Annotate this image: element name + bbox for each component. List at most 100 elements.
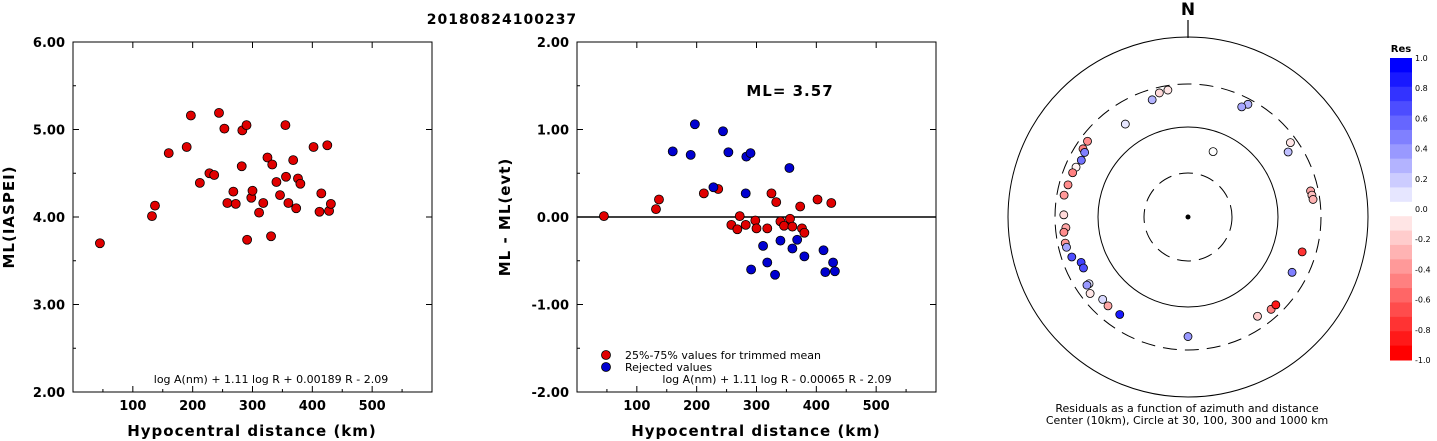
data-point <box>758 240 768 251</box>
colorbar-tick-label: 0.0 <box>1415 205 1428 214</box>
colorbar-tick-label: -0.8 <box>1415 326 1431 335</box>
data-points <box>95 107 336 249</box>
y-tick-label: 0.00 <box>537 211 569 226</box>
colorbar-tick-label: 0.8 <box>1415 84 1428 93</box>
station-marker <box>1115 310 1125 319</box>
station-marker <box>1076 155 1086 165</box>
colorbar-cell <box>1390 230 1412 246</box>
data-point <box>325 198 336 209</box>
x-tick-label: 200 <box>179 399 206 414</box>
y-axis-label: ML - ML(evt) <box>496 158 514 276</box>
x-tick-label: 400 <box>299 399 326 414</box>
station-marker <box>1083 136 1092 146</box>
data-point <box>723 147 734 158</box>
data-point <box>812 194 823 205</box>
data-point <box>150 200 160 211</box>
data-point <box>242 234 253 245</box>
data-point <box>685 149 696 160</box>
data-point <box>698 188 709 199</box>
ml-vs-distance-chart: 100 200 300 400 500 2.00 3.00 4.00 5.00 6.00 log … <box>0 36 433 440</box>
station-marker <box>1183 332 1193 341</box>
legend-label-trimmed: 25%-75% values for trimmed mean <box>625 349 821 362</box>
data-point <box>228 186 239 197</box>
station-marker <box>1067 252 1077 262</box>
station-marker <box>1059 210 1069 220</box>
data-point <box>95 238 105 249</box>
ring-30km <box>1143 172 1233 262</box>
colorbar-cell <box>1390 201 1412 217</box>
data-point <box>770 269 780 280</box>
colorbar-tick-label: 0.6 <box>1415 114 1428 123</box>
data-point <box>280 120 291 131</box>
epicenter-dot <box>1185 214 1191 220</box>
data-point <box>230 198 241 209</box>
legend-marker-trimmed <box>601 350 611 360</box>
station-marker <box>1286 138 1295 147</box>
legend: 25%-75% values for trimmed mean Rejected… <box>601 349 821 374</box>
legend-label-rejected: Rejected values <box>625 361 712 374</box>
data-point <box>314 206 325 217</box>
station-marker <box>1287 267 1297 277</box>
data-point <box>291 203 302 214</box>
ring-1000km <box>1007 36 1369 398</box>
x-and-y-ticks: 100 200 300 400 500 2.00 3.00 4.00 5.00 6.00 <box>33 36 432 414</box>
data-point <box>829 266 840 277</box>
station-marker <box>1059 190 1069 200</box>
station-marker <box>1103 301 1113 311</box>
colorbar-cell <box>1390 144 1412 160</box>
station-marker <box>1098 295 1108 304</box>
data-point <box>740 188 751 199</box>
colorbar-cell <box>1390 273 1412 289</box>
station-marker <box>1120 119 1130 129</box>
data-point <box>241 120 252 131</box>
data-point <box>281 171 291 182</box>
station-marker <box>1068 168 1078 178</box>
y-tick-label: 2.00 <box>33 386 65 401</box>
x-tick-label: 500 <box>359 399 386 414</box>
colorbar-cell <box>1390 288 1412 303</box>
data-point <box>236 161 247 172</box>
colorbar-cell <box>1390 259 1412 275</box>
y-tick-label: 3.00 <box>33 299 65 314</box>
station-marker <box>1059 227 1069 237</box>
colorbar-cell <box>1390 86 1412 102</box>
residual-colorbar: Res 1.0 0.8 0.6 0.4 0.2 0.0 -0.2 -0.4 -0.6 -0.8 -1… <box>1390 44 1431 365</box>
data-point <box>775 235 786 246</box>
data-point <box>185 110 196 121</box>
x-tick-label: 500 <box>863 399 890 414</box>
data-point <box>708 182 719 193</box>
station-marker <box>1079 263 1088 273</box>
north-label: N <box>1181 0 1195 20</box>
data-point <box>792 234 803 245</box>
colorbar-cell <box>1390 302 1412 318</box>
data-point <box>734 211 745 222</box>
data-point <box>271 177 282 187</box>
data-point <box>288 155 299 166</box>
ring-300km <box>1054 83 1322 351</box>
colorbar-cell <box>1390 72 1412 88</box>
colorbar-tick-label: 0.2 <box>1415 175 1428 184</box>
x-tick-label: 300 <box>239 399 266 414</box>
data-point <box>163 148 174 159</box>
y-tick-label: -2.00 <box>532 386 569 401</box>
data-point <box>740 219 751 230</box>
x-axis-label: Hypocentral distance (km) <box>631 422 881 440</box>
formula-label: log A(nm) + 1.11 log R + 0.00189 R - 2.0… <box>154 373 388 386</box>
data-point <box>732 224 743 235</box>
colorbar-cell <box>1390 129 1412 145</box>
data-point <box>799 227 810 238</box>
station-marker <box>1271 300 1281 310</box>
colorbar-tick-label: -1.0 <box>1415 356 1431 365</box>
station-marker <box>1208 147 1218 157</box>
station-marker <box>1308 195 1318 204</box>
colorbar-cell <box>1390 187 1412 203</box>
colorbar-title: Res <box>1391 44 1411 55</box>
data-point <box>745 148 756 159</box>
plot-frame <box>72 41 433 393</box>
data-point <box>826 198 837 208</box>
azimuth-residual-polar-plot: N Residuals as a function of azimuth and… <box>1007 0 1369 427</box>
data-point <box>262 152 273 163</box>
data-point <box>787 243 798 254</box>
data-point <box>746 264 757 275</box>
station-marker <box>1063 180 1073 190</box>
